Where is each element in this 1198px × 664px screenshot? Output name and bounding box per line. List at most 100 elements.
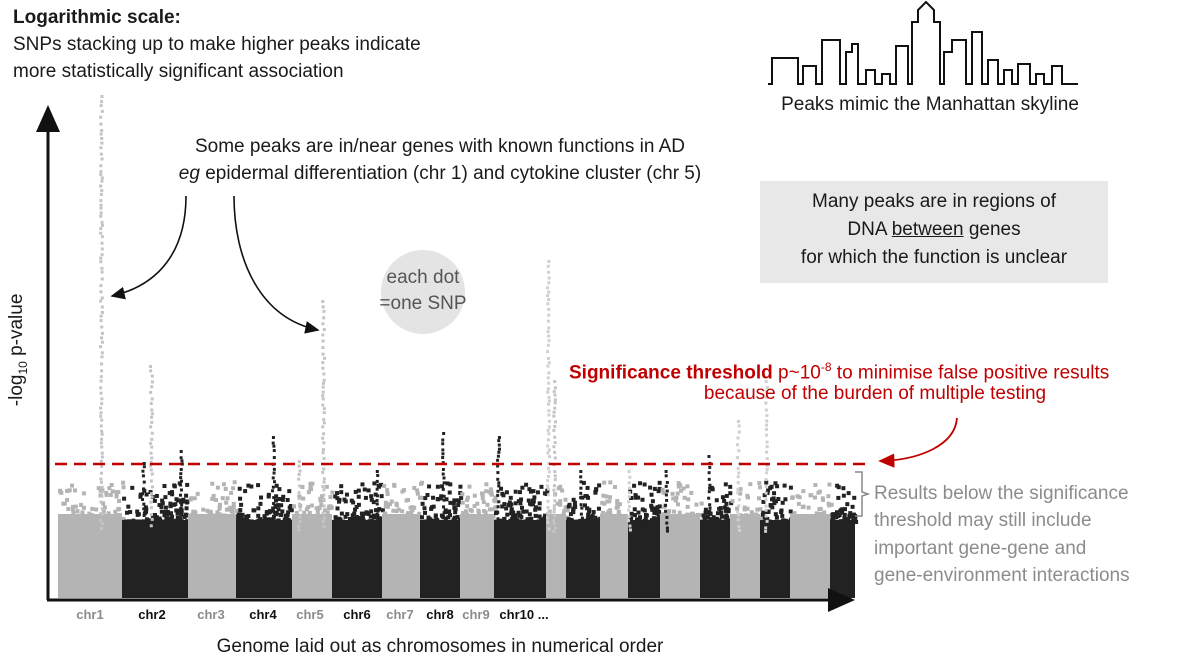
snp-dot bbox=[265, 512, 269, 516]
text: to minimise false positive results bbox=[832, 362, 1110, 383]
snp-dot bbox=[174, 509, 178, 513]
snp-dot bbox=[225, 496, 229, 500]
snp-dot bbox=[548, 399, 551, 402]
snp-dot bbox=[821, 498, 825, 502]
snp-dot bbox=[307, 490, 311, 494]
snp-dot bbox=[708, 471, 711, 474]
snp-dot bbox=[151, 518, 154, 521]
snp-dot bbox=[323, 517, 326, 520]
snp-dot bbox=[728, 491, 732, 495]
snp-dot bbox=[689, 491, 693, 495]
snp-dot bbox=[825, 520, 829, 524]
snp-dot bbox=[150, 513, 153, 516]
snp-dot bbox=[150, 385, 153, 388]
snp-dot bbox=[362, 520, 366, 524]
snp-dot bbox=[448, 501, 452, 505]
snp-dot bbox=[736, 491, 739, 494]
snp-dot bbox=[169, 519, 173, 523]
snp-dot bbox=[546, 286, 549, 289]
snp-dot bbox=[355, 505, 359, 509]
snp-dot bbox=[233, 480, 237, 484]
snp-dot bbox=[496, 471, 499, 474]
snp-dot bbox=[440, 484, 444, 488]
snp-dot bbox=[409, 510, 413, 514]
snp-dot bbox=[150, 446, 153, 449]
snp-dot bbox=[100, 362, 103, 365]
intergenic-note: for which the function is unclear bbox=[760, 246, 1108, 270]
snp-dot bbox=[641, 507, 645, 511]
snp-dot bbox=[143, 514, 146, 517]
snp-dot bbox=[815, 511, 819, 515]
snp-dot bbox=[90, 507, 94, 511]
snp-dot bbox=[100, 336, 103, 339]
snp-dot bbox=[761, 513, 765, 517]
snp-dot bbox=[571, 510, 575, 514]
snp-dot bbox=[209, 513, 213, 517]
snp-dot bbox=[448, 482, 452, 486]
snp-dot bbox=[357, 489, 361, 493]
snp-dot bbox=[568, 503, 572, 507]
snp-dot bbox=[441, 452, 444, 455]
snp-dot bbox=[400, 509, 404, 513]
snp-dot bbox=[122, 485, 126, 489]
snp-dot bbox=[548, 448, 551, 451]
snp-dot bbox=[99, 300, 102, 303]
snp-dot bbox=[298, 465, 301, 468]
snp-dot bbox=[733, 519, 737, 523]
snp-dot bbox=[479, 515, 483, 519]
snp-dot bbox=[94, 507, 98, 511]
snp-dot bbox=[100, 392, 103, 395]
snp-dot bbox=[665, 470, 668, 473]
snp-dot bbox=[738, 529, 741, 532]
snp-dot bbox=[176, 516, 180, 520]
snp-dot bbox=[497, 500, 500, 503]
snp-dot bbox=[807, 506, 811, 510]
snp-dot bbox=[546, 294, 549, 297]
snp-dot bbox=[377, 509, 380, 512]
snp-dot bbox=[498, 528, 501, 531]
dot-note: each dot bbox=[373, 266, 473, 290]
snp-dot bbox=[322, 448, 325, 451]
snp-dot bbox=[224, 487, 228, 491]
snp-dot bbox=[84, 520, 88, 524]
snp-dot bbox=[442, 476, 445, 479]
snp-dot bbox=[294, 520, 298, 524]
snp-dot bbox=[470, 509, 474, 513]
snp-dot bbox=[287, 489, 291, 493]
snp-dot bbox=[323, 481, 326, 484]
snp-dot bbox=[100, 211, 103, 214]
snp-dot bbox=[514, 490, 518, 494]
snp-dot bbox=[628, 487, 631, 490]
text: genes bbox=[964, 219, 1021, 240]
snp-dot bbox=[298, 497, 301, 500]
below-note: gene-environment interactions bbox=[874, 564, 1130, 588]
snp-dot bbox=[666, 490, 669, 493]
snp-dot bbox=[482, 520, 486, 524]
snp-dot bbox=[415, 488, 419, 492]
snp-dot bbox=[150, 452, 153, 455]
snp-dot bbox=[100, 375, 103, 378]
snp-dot bbox=[228, 520, 232, 524]
snp-dot bbox=[848, 511, 852, 515]
snp-dot bbox=[335, 506, 339, 510]
snp-dot bbox=[75, 509, 79, 513]
snp-dot bbox=[765, 434, 768, 437]
snp-dot bbox=[708, 455, 711, 458]
snp-dot bbox=[497, 455, 500, 458]
snp-dot bbox=[101, 486, 104, 489]
snp-dot bbox=[485, 503, 489, 507]
snp-dot bbox=[360, 482, 364, 486]
snp-dot bbox=[520, 486, 524, 490]
snp-dot bbox=[452, 519, 456, 523]
snp-dot bbox=[275, 484, 279, 488]
snp-dot bbox=[299, 469, 302, 472]
snp-dot bbox=[101, 332, 104, 335]
snp-dot bbox=[547, 260, 550, 263]
snp-dot bbox=[538, 501, 542, 505]
snp-dot bbox=[557, 486, 561, 490]
snp-dot bbox=[258, 502, 262, 506]
snp-dot bbox=[497, 481, 500, 484]
snp-dot bbox=[547, 265, 550, 268]
snp-dot bbox=[519, 520, 523, 524]
snp-dot bbox=[770, 505, 774, 509]
